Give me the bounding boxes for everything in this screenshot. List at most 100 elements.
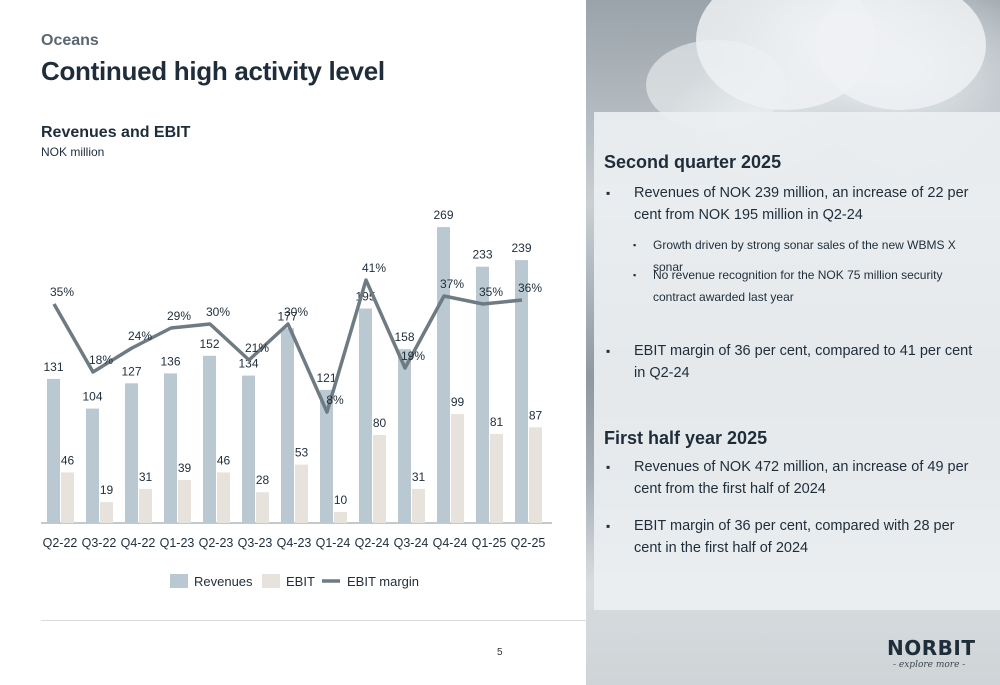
revenue-label: 131 bbox=[43, 360, 63, 374]
revenue-label: 121 bbox=[316, 371, 336, 385]
revenue-label: 239 bbox=[511, 241, 531, 255]
left-content: Oceans Continued high activity level Rev… bbox=[41, 32, 586, 658]
legend-ebit-swatch bbox=[262, 574, 280, 588]
logo-tagline: - explore more - bbox=[893, 660, 966, 670]
ebit-label: 99 bbox=[451, 395, 465, 409]
norbit-logo: NORBIT bbox=[887, 636, 976, 660]
legend-margin-label: EBIT margin bbox=[347, 574, 419, 589]
revenue-bar bbox=[515, 260, 528, 523]
revenue-bar bbox=[320, 389, 333, 523]
margin-label: 35% bbox=[479, 285, 503, 299]
revenue-ebit-chart: 131 46 Q2-22 104 19 Q3-22 127 31 Q4-22 136 39 Q1-23… bbox=[41, 208, 552, 589]
margin-label: 35% bbox=[50, 285, 74, 299]
ebit-bar bbox=[451, 414, 464, 523]
ebit-label: 87 bbox=[529, 408, 543, 422]
bullet-ebit-h1: EBIT margin of 36 per cent, compared wit… bbox=[606, 515, 984, 559]
revenue-bar bbox=[86, 408, 99, 523]
chart-title: Revenues and EBIT bbox=[41, 124, 191, 141]
x-tick-label: Q1-23 bbox=[160, 536, 195, 550]
x-tick-label: Q4-23 bbox=[277, 536, 312, 550]
revenue-bar bbox=[476, 266, 489, 523]
revenue-label: 134 bbox=[238, 357, 258, 371]
revenue-label: 269 bbox=[433, 208, 453, 222]
ebit-label: 19 bbox=[100, 483, 114, 497]
ebit-label: 46 bbox=[61, 453, 75, 467]
ebit-label: 53 bbox=[295, 446, 309, 460]
cloud-shape bbox=[816, 0, 986, 110]
ebit-bar bbox=[100, 502, 113, 523]
ebit-label: 81 bbox=[490, 415, 504, 429]
x-tick-label: Q4-22 bbox=[121, 536, 156, 550]
ebit-bar bbox=[334, 512, 347, 523]
ebit-bar bbox=[295, 464, 308, 523]
ebit-bar bbox=[139, 488, 152, 523]
x-tick-label: Q1-24 bbox=[316, 536, 351, 550]
revenue-label: 127 bbox=[121, 364, 141, 378]
section-label: Oceans bbox=[41, 32, 99, 49]
revenue-label: 177 bbox=[277, 309, 297, 323]
margin-label: 8% bbox=[326, 393, 344, 407]
ebit-label: 10 bbox=[334, 493, 348, 507]
ebit-bar bbox=[256, 492, 269, 523]
ebit-bar bbox=[373, 435, 386, 523]
legend-revenues-swatch bbox=[170, 574, 188, 588]
margin-label: 37% bbox=[440, 277, 464, 291]
ebit-bar bbox=[61, 472, 74, 523]
page-number: 5 bbox=[497, 647, 503, 658]
x-tick-label: Q4-24 bbox=[433, 536, 468, 550]
heading-h1: First half year 2025 bbox=[604, 428, 768, 448]
bullet-revenue-q2: Revenues of NOK 239 million, an increase… bbox=[606, 182, 984, 226]
chart-subtitle: NOK million bbox=[41, 145, 105, 159]
revenue-bar bbox=[437, 227, 450, 523]
ebit-label: 39 bbox=[178, 461, 192, 475]
x-tick-label: Q2-24 bbox=[355, 536, 390, 550]
margin-label: 30% bbox=[284, 305, 308, 319]
margin-label: 36% bbox=[518, 281, 542, 295]
x-tick-label: Q2-22 bbox=[43, 536, 78, 550]
page-title: Continued high activity level bbox=[41, 56, 385, 86]
margin-label: 18% bbox=[89, 353, 113, 367]
ebit-label: 46 bbox=[217, 453, 231, 467]
revenue-bar bbox=[281, 328, 294, 523]
ebit-bar bbox=[529, 427, 542, 523]
ebit-bar bbox=[178, 480, 191, 523]
revenue-bar bbox=[398, 349, 411, 523]
revenue-bar bbox=[164, 373, 177, 523]
revenue-bar bbox=[125, 383, 138, 523]
sub-bullet-contract: No revenue recognition for the NOK 75 mi… bbox=[633, 264, 983, 308]
x-tick-label: Q3-22 bbox=[82, 536, 117, 550]
revenue-label: 233 bbox=[472, 248, 492, 262]
margin-label: 19% bbox=[401, 349, 425, 363]
ebit-label: 28 bbox=[256, 473, 270, 487]
legend-ebit-label: EBIT bbox=[286, 574, 315, 589]
revenue-bar bbox=[47, 378, 60, 523]
footer-divider bbox=[41, 620, 586, 621]
x-tick-label: Q2-23 bbox=[199, 536, 234, 550]
margin-label: 41% bbox=[362, 261, 386, 275]
ebit-bar bbox=[490, 433, 503, 523]
x-tick-label: Q3-24 bbox=[394, 536, 429, 550]
heading-q2: Second quarter 2025 bbox=[604, 152, 782, 172]
ebit-label: 31 bbox=[412, 470, 426, 484]
bullet-ebit-q2: EBIT margin of 36 per cent, compared to … bbox=[606, 340, 984, 384]
revenue-label: 104 bbox=[82, 390, 102, 404]
revenue-label: 136 bbox=[160, 354, 180, 368]
revenue-label: 152 bbox=[199, 337, 219, 351]
ebit-margin-line bbox=[52, 278, 523, 414]
x-tick-label: Q3-23 bbox=[238, 536, 273, 550]
revenue-bar bbox=[359, 308, 372, 523]
revenue-bar bbox=[242, 375, 255, 523]
revenue-bar bbox=[203, 355, 216, 523]
margin-label: 21% bbox=[245, 341, 269, 355]
ebit-bar bbox=[217, 472, 230, 523]
margin-label: 30% bbox=[206, 305, 230, 319]
legend-revenues-label: Revenues bbox=[194, 574, 253, 589]
bullet-revenue-h1: Revenues of NOK 472 million, an increase… bbox=[606, 456, 984, 500]
x-tick-label: Q1-25 bbox=[472, 536, 507, 550]
revenue-label: 158 bbox=[394, 330, 414, 344]
margin-label: 24% bbox=[128, 329, 152, 343]
ebit-bar bbox=[412, 488, 425, 523]
margin-label: 29% bbox=[167, 309, 191, 323]
ebit-label: 31 bbox=[139, 470, 153, 484]
x-tick-label: Q2-25 bbox=[511, 536, 546, 550]
